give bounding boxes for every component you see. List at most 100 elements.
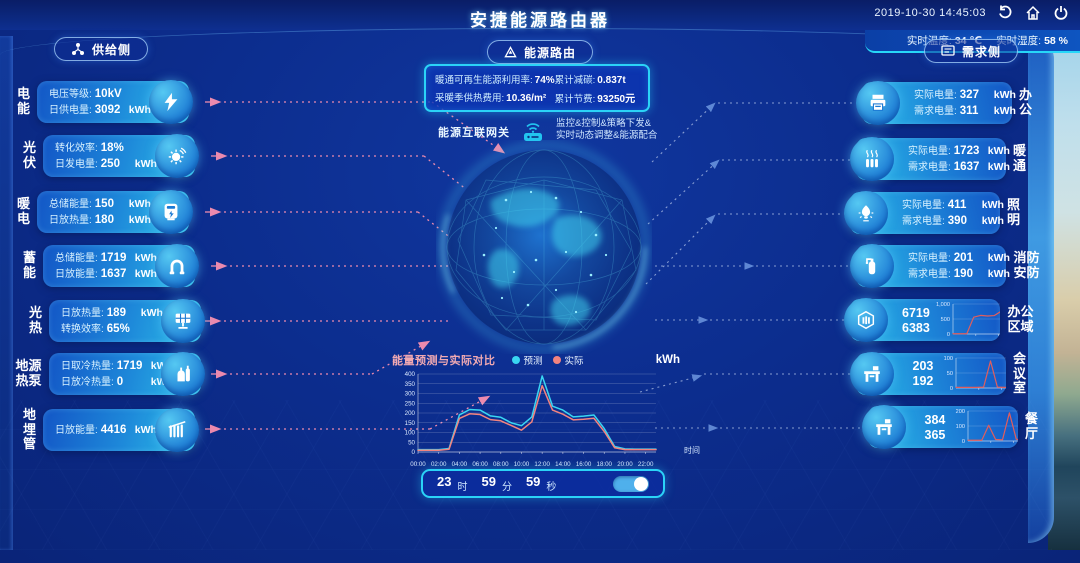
extinguisher-icon [850,244,894,288]
svg-text:500: 500 [940,317,949,323]
supply-card-guangre[interactable]: 日放热量: 189 kWh 转换效率: 65% [49,299,205,343]
actual-value: 384 [924,412,946,427]
stat-renewable-rate: 暖通可再生能源利用率: 74% [435,74,555,86]
demand-row-bgqy: 6719 6383 0 500 1,000 办公区域 [844,298,1035,342]
actual-value: 6719 [902,305,930,320]
supply-row-dmg: 地埋管 日放能量: 4416 kWh [22,407,199,452]
demand-side-label: 需求侧 [961,44,1001,59]
demand-value: 6383 [902,320,930,335]
svg-text:100: 100 [956,424,965,430]
demand-value: 365 [924,427,946,442]
supply-side-button[interactable]: 供给侧 [54,37,149,61]
supply-card-xuneng[interactable]: 总储能量: 1719 kWh 日放能量: 1637 kWh [43,244,199,288]
dining-desk-icon [862,405,906,449]
svg-text:20:00: 20:00 [617,461,633,468]
supply-row-nuandian: 暖电 总储能量: 150 kWh 日放热量: 180 kWh [16,190,193,234]
demand-item-name: 消防安防 [1013,250,1040,280]
chart-legend: 预测 实际 [511,353,584,367]
demand-side-button[interactable]: 需求侧 [923,39,1018,63]
home-icon[interactable] [1024,4,1042,22]
demand-card-huiyishi[interactable]: 203 192 0 50 100 [850,351,1006,396]
supply-item-name: 光伏 [22,140,36,170]
main-chart-svg: 0 50 100 150 200 250 300 350 400 00:00 02:00 04:00 0… [405,371,657,468]
mini-chart-meeting: 0 50 100 [944,356,1006,392]
svg-text:00:00: 00:00 [410,461,426,468]
svg-text:100: 100 [944,356,953,362]
demand-card-bangong[interactable]: 实际电量: 327 kWh 需求电量: 311 kWh [856,81,1016,125]
demand-item-name: 餐厅 [1024,411,1038,441]
panel-left-edge [0,36,13,550]
demand-card-bgqy[interactable]: 6719 6383 0 500 1,000 [844,298,1000,342]
header-bar: 安捷能源路由器 2019-10-30 14:45:03 [0,0,1080,30]
meter-icon [149,190,193,234]
supply-card-dmg[interactable]: 日放能量: 4416 kWh [43,407,199,452]
svg-text:150: 150 [405,420,416,427]
supply-row-xuneng: 蓄能 总储能量: 1719 kWh 日放能量: 1637 kWh [22,244,199,288]
recycle-icon [504,45,517,59]
svg-text:0: 0 [962,439,965,445]
supply-item-name: 地源热泵 [15,358,42,388]
power-icon[interactable] [1052,4,1070,22]
svg-text:300: 300 [405,391,416,398]
panel-right-edge [1028,34,1054,543]
kpi-stats-box: 暖通可再生能源利用率: 74% 累计减碳: 0.837t 采暖季供热费用: 10.36… [424,64,650,112]
legend-actual[interactable]: 实际 [552,353,584,367]
demand-card-nuantong[interactable]: 实际电量: 1723 kWh 需求电量: 1637 kWh [850,137,1010,181]
svg-text:0: 0 [412,449,416,456]
svg-text:200: 200 [956,409,965,415]
svg-text:14:00: 14:00 [555,461,571,468]
supply-item-name: 暖电 [16,196,30,226]
energy-router-label: 能源路由 [523,45,577,60]
gateway-label: 能源互联网关 [438,127,510,139]
datetime: 2019-10-30 14:45:03 [874,7,986,19]
demand-row-xiaofang: 实际电量: 201 kWh 需求电量: 190 kWh 消防安防 [850,244,1041,288]
demand-item-name: 暖通 [1012,143,1026,173]
lightning-icon [149,80,193,124]
svg-text:50: 50 [947,371,953,377]
mini-chart-dining: 0 100 200 [956,409,1018,445]
supply-card-dianneng[interactable]: 电压等级: 10kV 日供电量: 3092 kWh [37,80,193,124]
stat-savings: 累计节费: 93250元 [554,93,636,105]
svg-text:100: 100 [405,430,416,437]
energy-globe [436,140,652,354]
demand-card-zhaoming[interactable]: 实际电量: 411 kWh 需求电量: 390 kWh [844,191,1004,235]
supply-item-name: 地埋管 [22,407,36,452]
chart-header: 能量预测与实际对比 预测 实际 kWh [392,352,684,368]
svg-text:18:00: 18:00 [597,461,613,468]
energy-router-button[interactable]: 能源路由 [486,40,594,64]
page-title: 安捷能源路由器 [470,11,610,30]
xaxis-label: 时间 [684,446,700,455]
countdown-timer: 23 时 59 分 59 秒 [421,469,665,498]
supply-item-name: 蓄能 [22,250,36,280]
demand-item-name: 办公区域 [1007,304,1034,334]
demand-card-canting[interactable]: 384 365 0 100 200 [862,405,1018,449]
supply-card-guangfu[interactable]: 转化效率: 18% 日发电量: 250 kWh [43,134,199,178]
timer-hour: 23 [437,474,452,489]
timer-toggle[interactable] [613,475,649,492]
timer-minute: 59 [481,474,496,489]
stat-carbon-reduction: 累计减碳: 0.837t [554,74,626,86]
legend-forecast[interactable]: 预测 [511,353,543,367]
header-right: 2019-10-30 14:45:03 [874,4,1070,22]
demand-value: 192 [912,374,934,389]
supply-side-label: 供给侧 [92,42,132,57]
radiator-icon [850,137,894,181]
undo-icon[interactable] [996,4,1014,22]
pipe-icon [155,244,199,288]
chart-title: 能量预测与实际对比 [392,355,496,367]
svg-text:22:00: 22:00 [638,461,654,468]
supply-card-nuandian[interactable]: 总储能量: 150 kWh 日放热量: 180 kWh [37,190,193,234]
gateway-row: 能源互联网关 监控&控制&策略下发& 实时动态调整&能源配合 [438,118,657,144]
svg-text:16:00: 16:00 [576,461,592,468]
supply-row-guangfu: 光伏 转化效率: 18% 日发电量: 250 kWh [22,134,199,178]
svg-text:0: 0 [947,332,950,338]
heat-pump-icon [161,352,205,396]
demand-item-name: 照明 [1006,197,1020,227]
svg-text:250: 250 [405,400,416,407]
supply-row-guangre: 光热 日放热量: 189 kWh 转换效率: 65% [28,299,205,343]
network-icon [71,42,85,56]
demand-card-xiaofang[interactable]: 实际电量: 201 kWh 需求电量: 190 kWh [850,244,1010,288]
svg-text:02:00: 02:00 [431,461,447,468]
svg-text:200: 200 [405,410,416,417]
